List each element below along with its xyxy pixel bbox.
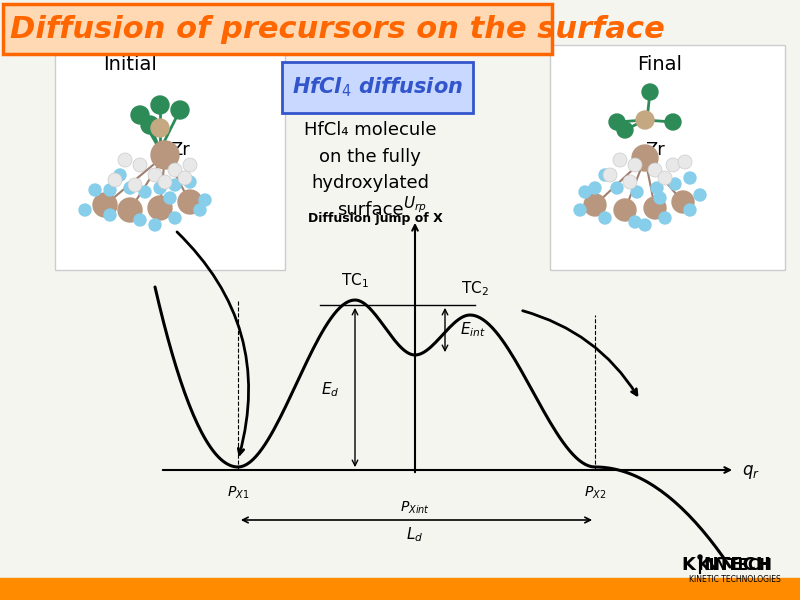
Circle shape [636, 111, 654, 129]
Text: $L_d$: $L_d$ [406, 525, 424, 544]
Circle shape [133, 158, 147, 172]
Circle shape [118, 198, 142, 222]
Circle shape [164, 192, 176, 204]
FancyBboxPatch shape [55, 45, 285, 270]
Circle shape [194, 204, 206, 216]
Circle shape [114, 169, 126, 181]
Circle shape [128, 178, 142, 192]
Circle shape [199, 194, 211, 206]
Circle shape [642, 84, 658, 100]
Circle shape [659, 212, 671, 224]
Text: $P_{X1}$: $P_{X1}$ [227, 485, 249, 502]
Circle shape [574, 204, 586, 216]
Circle shape [672, 191, 694, 213]
Circle shape [665, 114, 681, 130]
Circle shape [169, 179, 181, 191]
Circle shape [669, 178, 681, 190]
Text: TC$_2$: TC$_2$ [461, 280, 489, 298]
Circle shape [698, 555, 702, 559]
Text: HfCl₄ molecule
on the fully
hydroxylated
surface: HfCl₄ molecule on the fully hydroxylated… [304, 121, 436, 218]
Circle shape [151, 141, 179, 169]
Text: Diffusion jump of X: Diffusion jump of X [308, 212, 442, 225]
Circle shape [169, 212, 181, 224]
FancyBboxPatch shape [3, 4, 552, 54]
Circle shape [178, 171, 192, 185]
Text: $U_{rp}$: $U_{rp}$ [403, 194, 427, 215]
Circle shape [149, 219, 161, 231]
Circle shape [183, 158, 197, 172]
Circle shape [584, 194, 606, 216]
Circle shape [651, 182, 663, 194]
Text: $E_d$: $E_d$ [321, 380, 339, 400]
Circle shape [603, 168, 617, 182]
Circle shape [171, 101, 189, 119]
Circle shape [154, 182, 166, 194]
Circle shape [631, 186, 643, 198]
Text: $P_{X2}$: $P_{X2}$ [584, 485, 606, 502]
Circle shape [131, 106, 149, 124]
Circle shape [694, 189, 706, 201]
Circle shape [148, 196, 172, 220]
Circle shape [611, 182, 623, 194]
Text: HfCl$_4$ diffusion: HfCl$_4$ diffusion [293, 75, 463, 99]
Circle shape [654, 192, 666, 204]
Circle shape [589, 182, 601, 194]
Text: Initial: Initial [103, 55, 157, 74]
Circle shape [639, 219, 651, 231]
Text: $q_r$: $q_r$ [742, 463, 760, 481]
Circle shape [658, 171, 672, 185]
Text: Diffusion of precursors on the surface: Diffusion of precursors on the surface [10, 14, 665, 43]
Circle shape [623, 175, 637, 189]
Circle shape [628, 158, 642, 172]
Text: Zr: Zr [645, 141, 665, 159]
Text: NTECH: NTECH [703, 556, 771, 574]
Circle shape [108, 173, 122, 187]
Circle shape [609, 114, 625, 130]
Circle shape [629, 216, 641, 228]
Circle shape [148, 168, 162, 182]
Circle shape [139, 186, 151, 198]
Text: Zr: Zr [170, 141, 190, 159]
Text: $P_{Xint}$: $P_{Xint}$ [400, 500, 430, 517]
Text: K: K [681, 556, 695, 574]
Circle shape [617, 122, 633, 138]
Circle shape [151, 119, 169, 137]
Circle shape [678, 155, 692, 169]
Circle shape [141, 116, 159, 134]
Bar [0, 578, 800, 600]
Circle shape [614, 199, 636, 221]
Circle shape [158, 175, 172, 189]
Circle shape [168, 163, 182, 177]
Circle shape [648, 163, 662, 177]
Circle shape [124, 182, 136, 194]
Circle shape [666, 158, 680, 172]
Text: $E_{int}$: $E_{int}$ [460, 320, 486, 340]
Circle shape [134, 214, 146, 226]
Circle shape [104, 184, 116, 196]
Circle shape [184, 176, 196, 188]
Circle shape [151, 96, 169, 114]
Circle shape [104, 209, 116, 221]
Circle shape [599, 169, 611, 181]
Circle shape [89, 184, 101, 196]
Circle shape [118, 153, 132, 167]
Circle shape [613, 153, 627, 167]
Circle shape [79, 204, 91, 216]
Circle shape [644, 197, 666, 219]
Text: KINETIC TECHNOLOGIES: KINETIC TECHNOLOGIES [689, 575, 781, 584]
Text: KINTECH: KINTECH [698, 557, 773, 572]
Text: Final: Final [638, 55, 682, 74]
Circle shape [599, 212, 611, 224]
Circle shape [684, 204, 696, 216]
Circle shape [93, 193, 117, 217]
Circle shape [684, 172, 696, 184]
Circle shape [579, 186, 591, 198]
FancyBboxPatch shape [550, 45, 785, 270]
Text: TC$_1$: TC$_1$ [341, 271, 369, 290]
FancyBboxPatch shape [282, 62, 473, 113]
Circle shape [178, 190, 202, 214]
Circle shape [632, 145, 658, 171]
